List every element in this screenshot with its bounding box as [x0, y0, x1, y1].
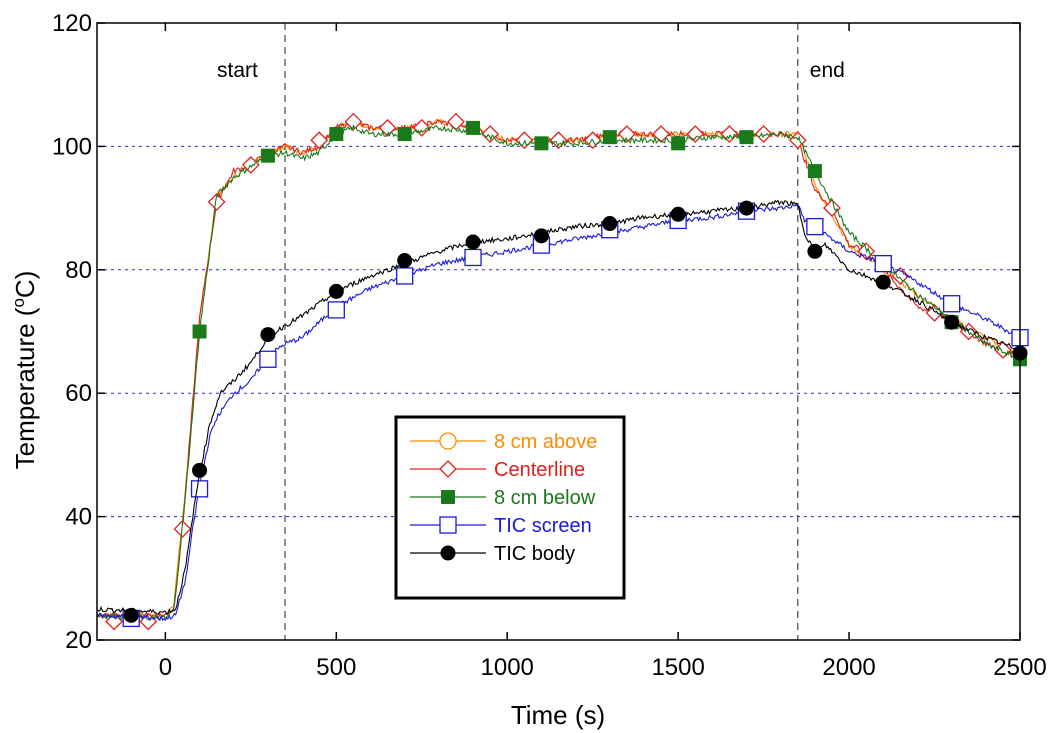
event-lines: [284, 23, 799, 640]
y-axis-label-main: Temperature (: [10, 307, 40, 469]
data-point: [329, 127, 344, 142]
y-axis-label-end: C): [10, 271, 40, 298]
data-point: [617, 125, 636, 143]
data-point: [807, 164, 822, 179]
data-point: [942, 295, 961, 313]
data-point: [397, 127, 412, 142]
data-point: [260, 327, 276, 343]
legend-box: [394, 415, 626, 600]
y-tick-label: 60: [65, 380, 92, 407]
data-point: [344, 112, 363, 131]
data-point: [207, 193, 226, 211]
legend-label: TIC body: [494, 543, 575, 565]
annotation-end: end: [810, 59, 845, 82]
legend-label: Centerline: [494, 459, 585, 481]
data-point: [466, 120, 481, 135]
data-point: [259, 350, 277, 368]
y-tick-label: 40: [65, 504, 92, 531]
data-point: [739, 130, 754, 145]
data-point: [823, 199, 841, 218]
data-point: [533, 228, 549, 244]
series-line: [96, 199, 1021, 615]
x-tick-label: 1500: [651, 654, 704, 681]
data-point: [105, 612, 124, 631]
x-tick-label: 500: [316, 654, 356, 681]
data-point: [857, 242, 876, 261]
legend-marker: [439, 460, 457, 478]
data-point: [720, 125, 739, 143]
x-tick-label: 0: [159, 654, 172, 681]
legend-label: TIC screen: [494, 515, 592, 537]
x-tick-label: 1000: [481, 654, 534, 681]
data-point: [739, 200, 755, 216]
data-point: [260, 148, 275, 163]
data-point: [602, 130, 617, 145]
legend-marker: [439, 432, 457, 450]
data-point: [192, 462, 208, 478]
data-point: [465, 234, 481, 250]
data-point: [534, 136, 549, 151]
x-tick-label: 2500: [993, 654, 1046, 681]
data-point: [190, 480, 209, 498]
data-point: [602, 216, 618, 232]
data-point: [396, 267, 414, 285]
legend-label: 8 cm above: [494, 431, 597, 453]
series-line: [96, 202, 1021, 622]
plot-frame: [96, 22, 1021, 641]
data-point: [192, 324, 207, 339]
x-axis-label: Time (s): [511, 700, 605, 730]
data-point: [670, 206, 686, 222]
y-axis-label: Temperature (oC): [9, 271, 40, 470]
data-point: [671, 136, 686, 151]
legend-marker: [441, 490, 455, 504]
series-line: [96, 124, 1021, 622]
data-point: [310, 131, 329, 150]
legend-marker: [439, 516, 457, 534]
data-point: [123, 607, 139, 623]
data-point: [397, 253, 413, 269]
data-point: [874, 254, 892, 273]
data-point: [875, 274, 891, 290]
x-tick-label: 2000: [822, 654, 875, 681]
data-point: [328, 283, 344, 299]
y-tick-label: 120: [52, 10, 92, 37]
data-point: [686, 125, 705, 143]
data-point: [944, 314, 960, 330]
series-tic-body: [96, 199, 1028, 623]
y-tick-label: 20: [65, 627, 92, 654]
data-point: [806, 217, 824, 236]
axis-ticks: 0 500 1000 1500 2000 2500 20 40 60 80 100 120: [52, 10, 1047, 681]
data-point: [515, 131, 534, 150]
data-point: [447, 112, 465, 131]
series-8-cm-below: [96, 120, 1027, 626]
legend-marker: [440, 545, 456, 561]
y-tick-label: 100: [52, 133, 92, 160]
data-point: [464, 248, 482, 267]
legend: 8 cm above Centerline 8 cm below TIC screen…: [394, 415, 626, 600]
y-axis-label-sup: o: [9, 298, 28, 307]
legend-label: 8 cm below: [494, 487, 596, 509]
data-point: [754, 125, 773, 143]
y-tick-label: 80: [65, 257, 92, 284]
data-point: [807, 243, 823, 259]
annotation-start: start: [217, 59, 258, 82]
data-point: [652, 125, 670, 143]
data-point: [173, 520, 192, 538]
data-point: [327, 301, 345, 319]
